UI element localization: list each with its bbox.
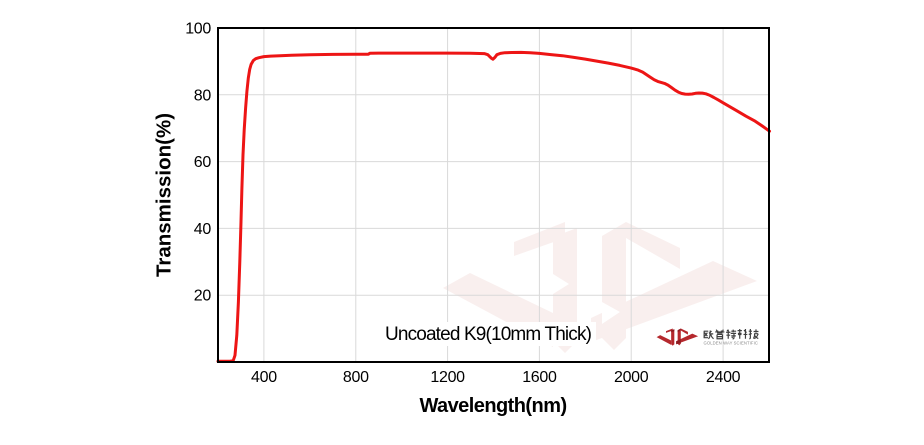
svg-text:60: 60 bbox=[194, 154, 212, 171]
svg-text:400: 400 bbox=[251, 369, 277, 386]
svg-text:1200: 1200 bbox=[430, 369, 465, 386]
svg-text:20: 20 bbox=[194, 288, 212, 305]
svg-text:GOLDEN WAY SCIENTIFIC: GOLDEN WAY SCIENTIFIC bbox=[704, 341, 758, 346]
svg-text:1600: 1600 bbox=[522, 369, 557, 386]
svg-text:100: 100 bbox=[185, 21, 211, 38]
svg-text:Uncoated K9(10mm Thick): Uncoated K9(10mm Thick) bbox=[385, 324, 592, 345]
svg-text:80: 80 bbox=[194, 87, 212, 104]
svg-text:Transmission(%): Transmission(%) bbox=[153, 113, 176, 277]
svg-text:2000: 2000 bbox=[614, 369, 649, 386]
svg-text:40: 40 bbox=[194, 221, 212, 238]
svg-text:2400: 2400 bbox=[706, 369, 741, 386]
svg-text:800: 800 bbox=[343, 369, 369, 386]
svg-text:Wavelength(nm): Wavelength(nm) bbox=[419, 395, 566, 417]
